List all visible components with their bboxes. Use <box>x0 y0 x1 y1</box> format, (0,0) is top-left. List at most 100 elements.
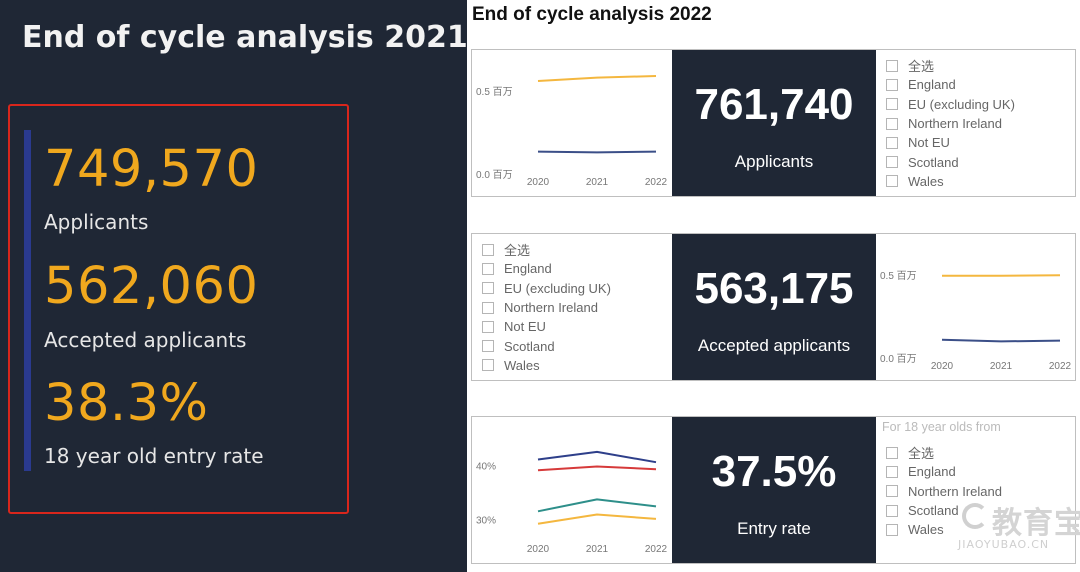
series-line <box>537 465 657 472</box>
y-tick-label: 0.5 百万 <box>476 86 513 98</box>
entry-rate-card: 30% 40% 2020 2021 2022 37.5% Entry rate For … <box>471 416 1076 564</box>
checkbox[interactable] <box>886 156 898 169</box>
filter-option[interactable]: Not EU <box>886 133 1015 152</box>
checkbox[interactable] <box>482 262 494 275</box>
watermark-logo-icon <box>962 503 988 529</box>
accepted-chart: 0.0 百万 0.5 百万 2020 2021 2022 <box>876 234 1076 380</box>
kpi-value: 761,740 <box>694 80 854 129</box>
region-filter: 全选 England EU (excluding UK) Northern Irela… <box>472 234 672 380</box>
filter-option-label: Northern Ireland <box>504 300 598 316</box>
filter-option[interactable]: Not EU <box>482 317 611 336</box>
accent-bar <box>24 130 31 471</box>
filter-option-label: Wales <box>504 357 540 373</box>
filter-option-label: England <box>908 464 956 480</box>
checkbox[interactable] <box>886 78 898 91</box>
filter-option[interactable]: England <box>886 75 1015 94</box>
filter-option[interactable]: 全选 <box>886 443 1002 462</box>
checkbox[interactable] <box>886 446 898 459</box>
checkbox[interactable] <box>886 136 898 149</box>
checkbox[interactable] <box>482 301 494 314</box>
checkbox[interactable] <box>886 175 898 188</box>
kpi-label: Accepted applicants <box>697 336 851 355</box>
checkbox[interactable] <box>886 465 898 478</box>
y-tick-label: 30% <box>476 515 496 526</box>
checkbox[interactable] <box>886 523 898 536</box>
x-tick-label: 2020 <box>931 361 954 372</box>
series-line <box>537 75 657 82</box>
filter-option[interactable]: Scotland <box>886 501 1002 520</box>
filter-option-label: Wales <box>908 522 944 538</box>
applicants-card: 0.0 百万 0.5 百万 2020 2021 2022 761,740 Applica… <box>471 49 1076 197</box>
highlight-box: 749,570 Applicants 562,060 Accepted appl… <box>8 104 349 514</box>
x-tick-label: 2022 <box>645 177 668 188</box>
filter-option[interactable]: Scotland <box>482 336 611 355</box>
series-line <box>941 338 1061 343</box>
analysis-2021-panel: End of cycle analysis 2021 749,570 Appli… <box>0 0 468 572</box>
y-tick-label: 0.5 百万 <box>880 270 917 282</box>
filter-option[interactable]: Northern Ireland <box>886 114 1015 133</box>
series-line <box>537 513 657 525</box>
x-tick-label: 2021 <box>586 544 609 555</box>
filter-option[interactable]: 全选 <box>886 56 1015 75</box>
filter-option-label: Northern Ireland <box>908 116 1002 132</box>
filter-option-label: Wales <box>908 173 944 189</box>
applicants-label-2021: Applicants <box>44 210 149 234</box>
entry-rate-chart: 30% 40% 2020 2021 2022 <box>472 417 672 563</box>
filter-option[interactable]: 全选 <box>482 240 611 259</box>
filter-option-label: Not EU <box>908 135 950 151</box>
x-tick-label: 2022 <box>1049 361 1072 372</box>
filter-option[interactable]: Northern Ireland <box>482 298 611 317</box>
y-tick-label: 0.0 百万 <box>476 169 513 181</box>
filter-option[interactable]: Northern Ireland <box>886 482 1002 501</box>
checkbox[interactable] <box>482 359 494 372</box>
x-tick-label: 2021 <box>586 177 609 188</box>
filter-option[interactable]: England <box>482 259 611 278</box>
accepted-kpi: 563,175 Accepted applicants <box>672 234 876 380</box>
filter-list: 全选 England EU (excluding UK) Northern Irela… <box>482 240 611 375</box>
kpi-value: 563,175 <box>694 264 854 313</box>
filter-option[interactable]: England <box>886 462 1002 481</box>
filter-heading: For 18 year olds from <box>882 420 1001 434</box>
filter-list: 全选 England EU (excluding UK) Northern Irela… <box>886 56 1015 191</box>
x-tick-label: 2020 <box>527 544 550 555</box>
panel-title-2022: End of cycle analysis 2022 <box>472 4 712 25</box>
series-line <box>537 450 657 464</box>
filter-option-label: England <box>504 261 552 277</box>
filter-option-label: Northern Ireland <box>908 483 1002 499</box>
filter-option-label: 全选 <box>908 446 935 462</box>
checkbox[interactable] <box>886 504 898 517</box>
x-tick-label: 2022 <box>645 544 668 555</box>
watermark-subtext: JIAOYUBAO.CN <box>958 538 1050 551</box>
series-line <box>537 150 657 154</box>
kpi-label: Entry rate <box>737 519 811 538</box>
checkbox[interactable] <box>886 98 898 111</box>
filter-option-label: Scotland <box>908 154 959 170</box>
series-line <box>537 498 657 513</box>
applicants-kpi: 761,740 Applicants <box>672 50 876 196</box>
watermark-text: 教育宝 <box>992 506 1080 541</box>
age-region-filter: For 18 year olds from 全选 England Northern … <box>876 417 1076 563</box>
accepted-line-chart: 0.0 百万 0.5 百万 2020 2021 2022 <box>880 270 1072 372</box>
filter-option[interactable]: EU (excluding UK) <box>482 279 611 298</box>
checkbox[interactable] <box>886 59 898 72</box>
region-filter: 全选 England EU (excluding UK) Northern Irela… <box>876 50 1076 196</box>
x-tick-label: 2020 <box>527 177 550 188</box>
checkbox[interactable] <box>886 485 898 498</box>
filter-option-label: Scotland <box>504 338 555 354</box>
checkbox[interactable] <box>482 320 494 333</box>
filter-option-label: 全选 <box>908 59 935 75</box>
checkbox[interactable] <box>886 117 898 130</box>
filter-option-label: EU (excluding UK) <box>908 96 1015 112</box>
filter-option-label: Scotland <box>908 503 959 519</box>
filter-option-label: England <box>908 77 956 93</box>
accepted-label-2021: Accepted applicants <box>44 328 247 352</box>
checkbox[interactable] <box>482 282 494 295</box>
filter-option[interactable]: Wales <box>886 172 1015 191</box>
filter-option[interactable]: EU (excluding UK) <box>886 95 1015 114</box>
checkbox[interactable] <box>482 340 494 353</box>
filter-option[interactable]: Scotland <box>886 152 1015 171</box>
filter-option[interactable]: Wales <box>482 356 611 375</box>
checkbox[interactable] <box>482 243 494 256</box>
filter-option[interactable]: Wales <box>886 520 1002 539</box>
filter-list: 全选 England Northern Ireland Scotland Wales <box>886 443 1002 539</box>
